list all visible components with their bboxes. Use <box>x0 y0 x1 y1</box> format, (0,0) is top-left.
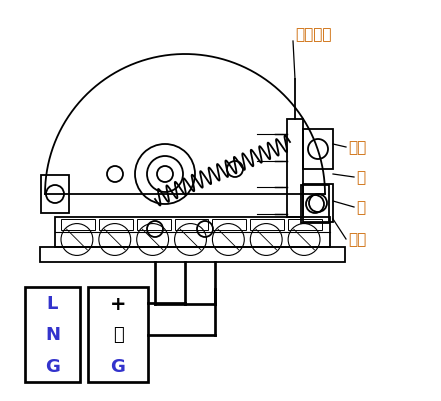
Text: 强: 强 <box>356 200 365 215</box>
Bar <box>40 247 345 262</box>
Text: G: G <box>45 357 60 375</box>
Text: －: － <box>112 326 123 344</box>
Text: 弱: 弱 <box>356 170 365 185</box>
Bar <box>25 287 80 382</box>
Bar <box>301 186 329 223</box>
Bar <box>175 219 209 231</box>
Bar <box>213 219 246 231</box>
Bar <box>287 120 303 217</box>
Text: +: + <box>110 294 126 313</box>
Bar <box>61 219 95 231</box>
Bar <box>99 219 133 231</box>
Bar <box>288 219 322 231</box>
Text: L: L <box>47 294 58 312</box>
Bar <box>55 217 330 247</box>
Bar <box>303 130 333 170</box>
Bar <box>88 287 148 382</box>
Bar <box>41 176 69 213</box>
Bar <box>137 219 171 231</box>
Text: 最强: 最强 <box>348 232 366 247</box>
Text: G: G <box>111 357 125 375</box>
Text: 扭力弹簧: 扭力弹簧 <box>295 27 332 43</box>
Bar <box>250 219 284 231</box>
Bar <box>303 184 333 223</box>
Text: 最弱: 最弱 <box>348 140 366 155</box>
Text: N: N <box>45 326 60 344</box>
